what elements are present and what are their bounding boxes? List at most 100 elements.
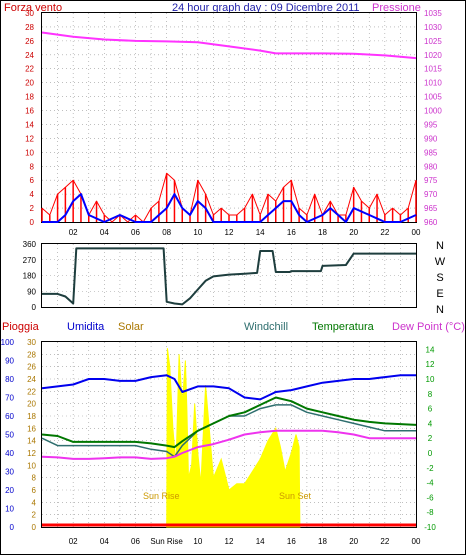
wind-y-tick: 24 (25, 51, 34, 60)
temperature-x-tick: Sun Rise (150, 537, 183, 546)
pressure-y-tick: 975 (424, 176, 438, 185)
wind-y-tick: 10 (25, 148, 34, 157)
humidity-axis-labels: 0 10 20 30 40 50 60 70 80 90 100 (1, 338, 15, 532)
wind-y-tick: 18 (25, 93, 34, 102)
wind-y-tick: 30 (25, 9, 34, 18)
temperature-y-tick: 14 (426, 345, 435, 354)
wind-y-tick: 2 (30, 204, 35, 213)
temperature-y-tick: 10 (426, 375, 435, 384)
solar-area (166, 348, 301, 528)
solar-y-tick: 22 (27, 387, 36, 396)
solar-y-tick: 2 (32, 511, 37, 520)
pressure-y-tick: 965 (424, 204, 438, 213)
humidity-y-tick: 30 (5, 468, 14, 477)
solar-y-tick: 28 (27, 350, 36, 359)
temperature-line (41, 396, 417, 449)
wind-direction-axis-labels: 0 90 180 270 360 (23, 240, 37, 312)
solar-y-tick: 26 (27, 363, 36, 372)
wind-direction-line (42, 247, 416, 306)
wind-y-tick: 0 (30, 218, 35, 227)
pressure-y-tick: 990 (424, 134, 438, 143)
temperature-x-tick: 20 (349, 537, 358, 546)
temperature-y-tick: 0 (428, 449, 433, 458)
temperature-y-tick: 8 (428, 390, 433, 399)
wind-x-tick: 08 (162, 228, 171, 237)
temperature-y-tick: -6 (426, 493, 434, 502)
temperature-x-tick: 06 (131, 537, 140, 546)
direction-y-tick: 90 (27, 287, 36, 296)
temperature-x-tick: 00 (412, 537, 421, 546)
temperature-y-tick: 4 (428, 419, 433, 428)
wind-x-axis-labels: 02 04 06 08 10 12 14 16 18 20 22 00 (69, 228, 421, 237)
wind-y-tick: 12 (25, 134, 34, 143)
title-pressione: Pressione (372, 2, 421, 14)
humidity-y-tick: 10 (5, 505, 14, 514)
pressure-y-tick: 1000 (424, 107, 442, 116)
humidity-y-tick: 70 (5, 394, 14, 403)
wind-y-tick: 6 (30, 176, 35, 185)
compass-letter: S (436, 272, 443, 284)
wind-y-tick: 20 (25, 79, 34, 88)
pressure-y-tick: 1005 (424, 93, 442, 102)
wind-x-tick: 04 (100, 228, 109, 237)
temperature-y-tick: 12 (426, 360, 435, 369)
humidity-y-tick: 40 (5, 449, 14, 458)
humidity-line (41, 374, 416, 401)
pressure-y-tick: 1030 (424, 23, 442, 32)
temperature-x-tick: 02 (69, 537, 78, 546)
temperature-x-tick: 04 (100, 537, 109, 546)
temperature-x-tick: 10 (193, 537, 202, 546)
wind-x-tick: 00 (412, 228, 421, 237)
humidity-y-tick: 60 (5, 412, 14, 421)
chart-title: 24 hour graph day : 09 Dicembre 2011 (172, 2, 360, 14)
wind-x-tick: 10 (193, 228, 202, 237)
solar-y-tick: 0 (32, 523, 37, 532)
compass-letter: E (436, 288, 443, 300)
label-dewpoint: Dew Point (°C) (392, 321, 465, 333)
label-pioggia: Pioggia (2, 321, 40, 333)
pressure-y-tick: 1010 (424, 79, 442, 88)
pressure-y-tick: 1015 (424, 65, 442, 74)
temperature-x-axis-labels: 02 04 06 Sun Rise 10 12 14 16 18 20 22 00 (69, 537, 421, 546)
wind-y-tick: 16 (25, 107, 34, 116)
wind-x-tick: 06 (131, 228, 140, 237)
temperature-x-tick: 14 (256, 537, 265, 546)
solar-y-tick: 12 (27, 449, 36, 458)
pressure-y-tick: 960 (424, 218, 438, 227)
title-forza-vento: Forza vento (4, 2, 62, 14)
wind-x-tick: 18 (318, 228, 327, 237)
direction-y-tick: 0 (32, 303, 37, 312)
pressure-y-tick: 1025 (424, 37, 442, 46)
label-temperatura: Temperatura (312, 321, 375, 333)
temperature-y-tick: -10 (424, 523, 436, 532)
wind-x-tick: 20 (349, 228, 358, 237)
temperature-x-tick: 16 (287, 537, 296, 546)
wind-y-tick: 28 (25, 23, 34, 32)
wind-direction-series (42, 247, 416, 306)
pressure-right-axis-labels: 960 965 970 975 980 985 990 995 1000 1005 1010 1015… (424, 9, 442, 227)
temperature-y-tick: 6 (428, 405, 433, 414)
humidity-y-tick: 80 (5, 375, 14, 384)
pressure-line (41, 31, 417, 60)
humidity-y-tick: 100 (1, 338, 15, 347)
temperature-y-tick: -2 (426, 464, 434, 473)
label-solar: Solar (118, 321, 144, 333)
pressure-y-tick: 995 (424, 120, 438, 129)
solar-y-tick: 14 (27, 437, 36, 446)
label-windchill: Windchill (244, 321, 288, 333)
temperature-y-tick: -8 (426, 508, 434, 517)
solar-y-tick: 18 (27, 412, 36, 421)
solar-y-tick: 30 (27, 338, 36, 347)
solar-y-tick: 8 (32, 474, 37, 483)
solar-y-tick: 20 (27, 400, 36, 409)
humidity-y-tick: 0 (10, 523, 15, 532)
dewpoint-line (41, 429, 416, 460)
solar-y-tick: 4 (32, 498, 37, 507)
compass-letter: W (435, 256, 446, 268)
wind-gust-line (41, 172, 417, 223)
temperature-y-tick: 2 (428, 434, 433, 443)
